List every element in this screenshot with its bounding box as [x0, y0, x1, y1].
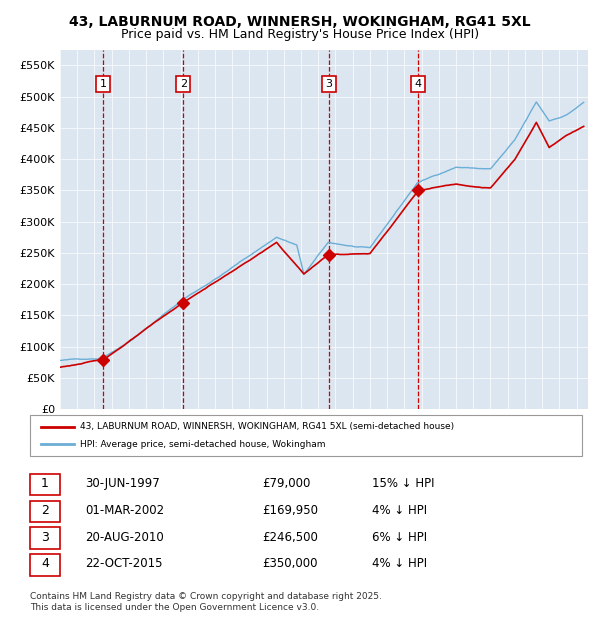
Text: 20-AUG-2010: 20-AUG-2010 — [85, 531, 164, 544]
Text: 1: 1 — [100, 79, 106, 89]
Text: 01-MAR-2002: 01-MAR-2002 — [85, 504, 164, 516]
Text: 3: 3 — [326, 79, 332, 89]
Text: £246,500: £246,500 — [262, 531, 318, 544]
FancyBboxPatch shape — [30, 528, 61, 549]
Text: HPI: Average price, semi-detached house, Wokingham: HPI: Average price, semi-detached house,… — [80, 440, 325, 449]
Text: 4: 4 — [415, 79, 422, 89]
Text: 3: 3 — [41, 531, 49, 544]
Text: 43, LABURNUM ROAD, WINNERSH, WOKINGHAM, RG41 5XL (semi-detached house): 43, LABURNUM ROAD, WINNERSH, WOKINGHAM, … — [80, 422, 454, 431]
FancyBboxPatch shape — [30, 474, 61, 495]
Text: 1: 1 — [41, 477, 49, 490]
Text: Contains HM Land Registry data © Crown copyright and database right 2025.
This d: Contains HM Land Registry data © Crown c… — [30, 592, 382, 611]
Text: 15% ↓ HPI: 15% ↓ HPI — [372, 477, 435, 490]
FancyBboxPatch shape — [30, 500, 61, 522]
Text: Price paid vs. HM Land Registry's House Price Index (HPI): Price paid vs. HM Land Registry's House … — [121, 28, 479, 41]
Text: 4: 4 — [41, 557, 49, 570]
Text: 6% ↓ HPI: 6% ↓ HPI — [372, 531, 427, 544]
Text: 2: 2 — [180, 79, 187, 89]
FancyBboxPatch shape — [30, 415, 582, 456]
Text: £169,950: £169,950 — [262, 504, 318, 516]
Text: 2: 2 — [41, 504, 49, 516]
Text: £350,000: £350,000 — [262, 557, 317, 570]
FancyBboxPatch shape — [30, 554, 61, 576]
Text: 4% ↓ HPI: 4% ↓ HPI — [372, 557, 427, 570]
Text: £79,000: £79,000 — [262, 477, 310, 490]
Text: 43, LABURNUM ROAD, WINNERSH, WOKINGHAM, RG41 5XL: 43, LABURNUM ROAD, WINNERSH, WOKINGHAM, … — [69, 16, 531, 30]
Text: 4% ↓ HPI: 4% ↓ HPI — [372, 504, 427, 516]
Text: 22-OCT-2015: 22-OCT-2015 — [85, 557, 163, 570]
Text: 30-JUN-1997: 30-JUN-1997 — [85, 477, 160, 490]
